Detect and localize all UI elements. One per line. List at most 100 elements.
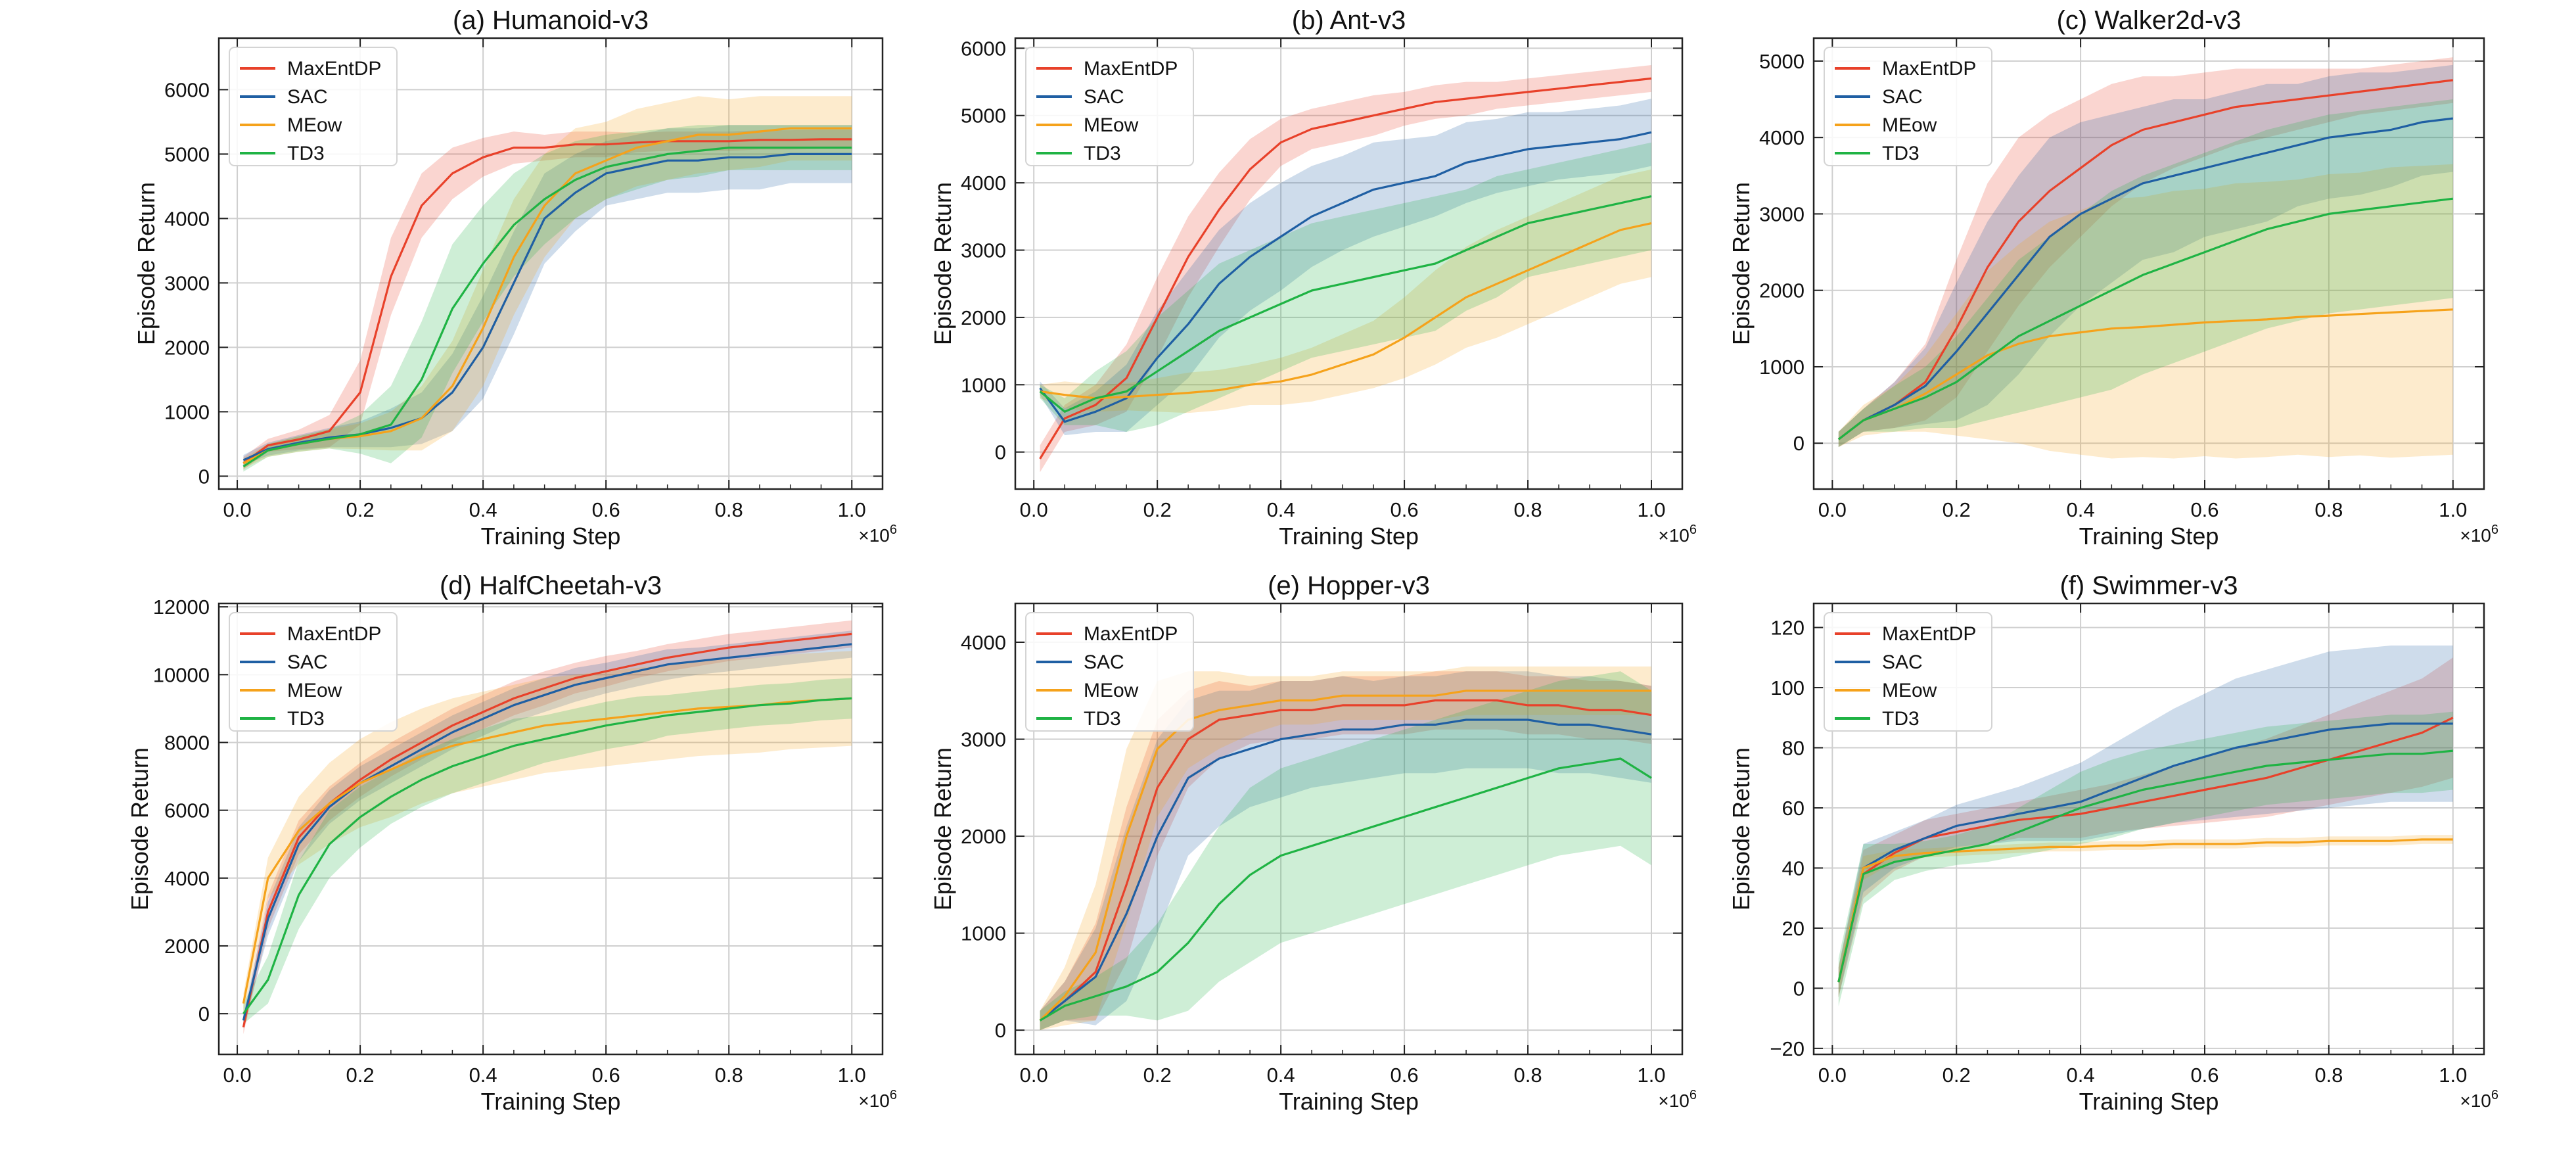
y-tick-label: 5000 [1759,50,1805,73]
series-band-td3 [243,125,852,472]
y-tick-label: 5000 [164,143,210,166]
legend-label: MaxEntDP [287,58,381,80]
x-multiplier-label: ×106 [2460,523,2498,546]
x-tick-label: 0.4 [469,1064,497,1087]
chart-panel-6: 0.0 0.2 0.4 0.6 0.8 1.0 −20 0 20 40 60 80 100 120 (f) … [1728,571,2498,1115]
series-line-meow [1837,308,2453,440]
x-tick-label: 0.0 [223,498,252,521]
x-axis-label: Training Step [2079,1088,2219,1115]
y-tick-label: 1000 [961,922,1006,945]
x-multiplier-label: ×106 [858,523,897,546]
legend-label: SAC [1084,651,1124,673]
axes-frame [1014,602,1684,1056]
y-tick-label: 0 [995,441,1006,464]
series-band-sac [1040,671,1651,1031]
x-tick-label: 0.2 [1143,1064,1172,1087]
y-tick-label: 6000 [164,799,210,822]
x-multiplier-base: ×10 [1658,525,1690,546]
axes-frame [218,602,884,1056]
series-band-maxentdp [1838,57,2453,448]
x-axis-label: Training Step [1279,523,1419,550]
series-band-td3 [1040,671,1651,1031]
legend-label: MEow [1084,680,1139,701]
legend-label: MEow [287,114,342,136]
x-multiplier-base: ×10 [858,1091,890,1111]
legend-label: MEow [1882,114,1937,136]
x-tick-label: 0.2 [1143,498,1172,521]
series-band-meow [243,96,852,469]
legend-box [229,612,398,732]
y-tick-label: 2000 [1759,279,1805,302]
axes-frame [1812,37,2485,490]
series-line-meow [1837,838,2453,983]
legend-label: SAC [1882,86,1923,108]
x-tick-label: 0.0 [223,1064,252,1087]
y-tick-label: 8000 [164,731,210,754]
y-tick-label: 1000 [1759,356,1805,379]
y-tick-label: 10000 [153,663,210,686]
x-tick-label: 1.0 [1637,1064,1665,1087]
chart-title: (e) Hopper-v3 [1268,571,1430,600]
x-tick-label: 0.6 [1391,498,1419,521]
y-tick-label: 6000 [961,37,1006,60]
data-layer [242,620,852,1035]
y-axis-label: Episode Return [929,182,956,345]
legend-box [1824,47,1992,166]
series-line-maxentdp [1039,699,1652,1022]
legend-label: MEow [1084,114,1139,136]
series-band-td3 [1040,142,1651,432]
series-line-td3 [1837,197,2453,440]
y-axis-label: Episode Return [1728,182,1755,345]
chart-title: (a) Humanoid-v3 [453,6,649,35]
x-tick-label: 0.6 [592,1064,620,1087]
y-tick-label: 3000 [961,728,1006,751]
y-tick-label: 0 [995,1019,1006,1042]
series-line-maxentdp [242,138,852,465]
x-tick-label: 0.0 [1020,1064,1048,1087]
series-band-sac [243,125,852,465]
y-tick-label: 100 [1770,676,1805,699]
axes-frame [1014,37,1684,490]
legend-label: SAC [287,651,328,673]
x-tick-label: 0.2 [1943,498,1971,521]
y-tick-label: 3000 [164,271,210,294]
series-line-sac [1039,718,1652,1022]
x-multiplier-label: ×106 [1658,523,1697,546]
x-tick-label: 0.8 [2314,1064,2343,1087]
y-tick-label: 0 [198,465,210,488]
x-tick-label: 0.2 [1943,1064,1971,1087]
y-tick-label: 120 [1770,617,1805,640]
series-line-td3 [242,697,852,1015]
y-tick-label: −20 [1770,1037,1805,1060]
x-tick-label: 0.8 [715,1064,743,1087]
legend-box [1025,47,1194,166]
x-multiplier-exponent: 6 [890,1088,897,1102]
x-tick-label: 1.0 [838,1064,866,1087]
legend-label: TD3 [287,708,325,730]
x-tick-label: 1.0 [1637,498,1665,521]
y-tick-label: 2000 [164,336,210,359]
y-tick-label: 1000 [961,373,1006,396]
series-line-sac [242,643,852,1021]
legend-label: TD3 [1882,143,1920,164]
series-line-maxentdp [1837,717,2454,983]
series-band-meow [1040,666,1651,1031]
series-band-sac [1040,99,1651,436]
data-layer [242,96,852,472]
x-multiplier-exponent: 6 [2491,523,2498,537]
y-axis-label: Episode Return [929,747,956,910]
data-layer [1837,57,2453,459]
y-tick-label: 80 [1782,737,1805,760]
series-line-sac [1837,117,2453,440]
data-layer [1039,65,1652,473]
series-line-sac [1837,722,2453,983]
series-line-maxentdp [1837,79,2453,440]
x-tick-label: 0.0 [1020,498,1048,521]
y-tick-label: 2000 [961,825,1006,848]
y-tick-label: 3000 [1759,202,1805,225]
y-tick-label: 2000 [164,935,210,958]
x-tick-label: 0.8 [715,498,743,521]
chart-panel-3: 0.0 0.2 0.4 0.6 0.8 1.0 0 1000 2000 3000 4000 5000 (… [1728,6,2498,550]
series-line-meow [1039,690,1651,1022]
chart-panel-1: 0.0 0.2 0.4 0.6 0.8 1.0 0 1000 2000 3000 4000 5000 6… [133,6,897,550]
